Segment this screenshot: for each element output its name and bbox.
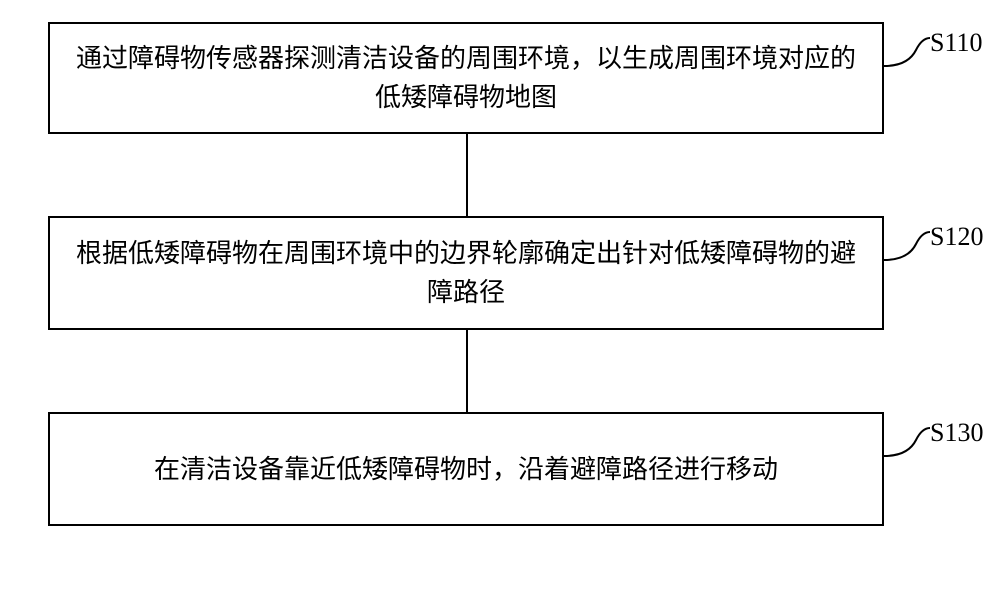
flow-step-text: 在清洁设备靠近低矮障碍物时，沿着避障路径进行移动 <box>154 450 778 489</box>
label-connector-s120 <box>884 224 930 264</box>
flow-step-s110: 通过障碍物传感器探测清洁设备的周围环境，以生成周围环境对应的低矮障碍物地图 <box>48 22 884 134</box>
flow-connector-1 <box>466 134 468 216</box>
flow-step-text: 根据低矮障碍物在周围环境中的边界轮廓确定出针对低矮障碍物的避障路径 <box>70 234 862 312</box>
label-text: S130 <box>930 418 983 447</box>
label-connector-s110 <box>884 30 930 70</box>
label-text: S120 <box>930 222 983 251</box>
flow-connector-2 <box>466 330 468 412</box>
flow-step-label-s120: S120 <box>930 222 983 252</box>
flow-step-label-s130: S130 <box>930 418 983 448</box>
label-connector-s130 <box>884 420 930 460</box>
flowchart-container: 通过障碍物传感器探测清洁设备的周围环境，以生成周围环境对应的低矮障碍物地图 S1… <box>0 0 1000 603</box>
flow-step-label-s110: S110 <box>930 28 983 58</box>
flow-step-text: 通过障碍物传感器探测清洁设备的周围环境，以生成周围环境对应的低矮障碍物地图 <box>70 39 862 117</box>
flow-step-s130: 在清洁设备靠近低矮障碍物时，沿着避障路径进行移动 <box>48 412 884 526</box>
flow-step-s120: 根据低矮障碍物在周围环境中的边界轮廓确定出针对低矮障碍物的避障路径 <box>48 216 884 330</box>
label-text: S110 <box>930 28 983 57</box>
